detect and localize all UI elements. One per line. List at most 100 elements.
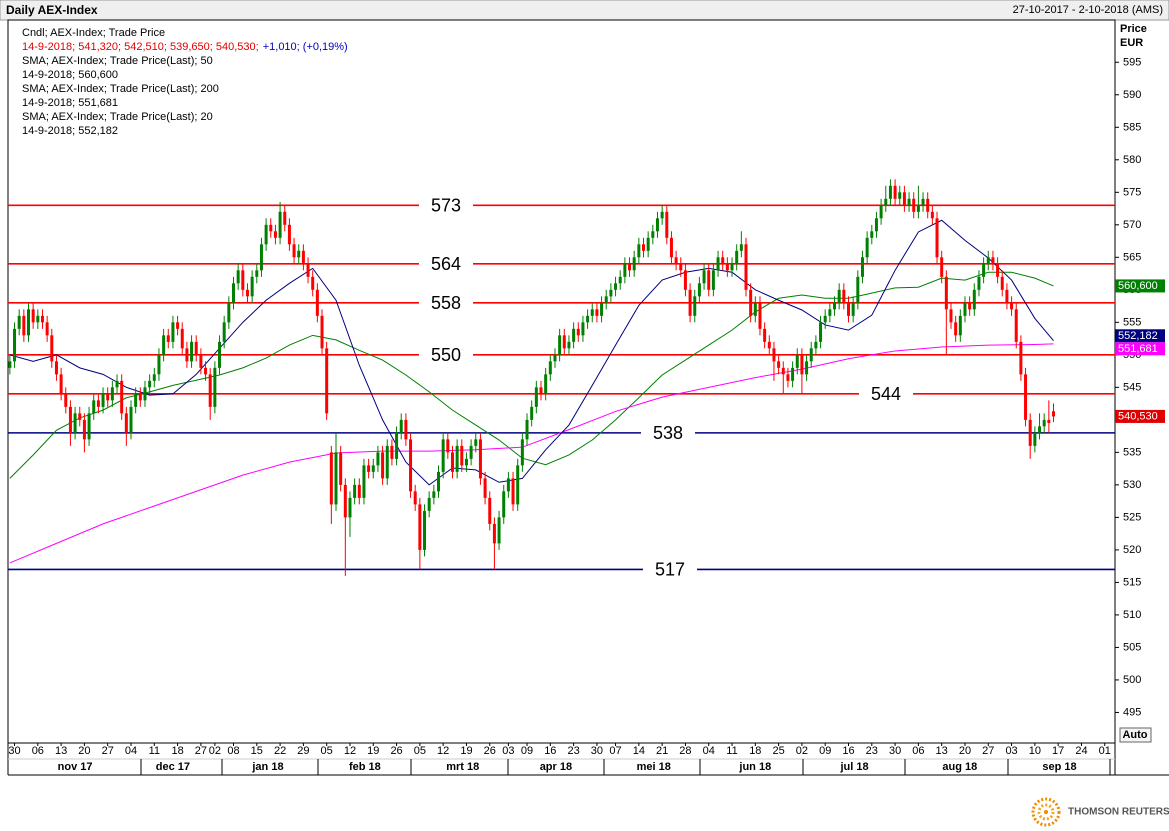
- x-tick-label: 16: [842, 745, 854, 757]
- candle-body: [893, 185, 897, 199]
- candle-body: [8, 361, 12, 368]
- candle-body: [693, 296, 697, 316]
- candle-body: [828, 309, 832, 316]
- candle-body: [320, 315, 324, 349]
- candle-body: [418, 504, 422, 550]
- candle-body: [152, 374, 156, 381]
- candle-body: [637, 244, 641, 258]
- candle-body: [325, 348, 329, 414]
- candle-body: [390, 445, 394, 459]
- y-axis-label: Price: [1120, 23, 1147, 35]
- candle-body: [1005, 289, 1009, 303]
- month-label: dec 17: [156, 761, 190, 773]
- level-label: 564: [431, 254, 461, 274]
- month-label: feb 18: [349, 761, 381, 773]
- candle-body: [819, 322, 823, 342]
- candle-body: [730, 263, 734, 271]
- x-tick-label: 30: [591, 745, 603, 757]
- candle-body: [213, 367, 217, 407]
- candle-body: [59, 374, 63, 394]
- month-label: jun 18: [738, 761, 771, 773]
- candle-body: [888, 185, 892, 199]
- candle-body: [516, 465, 520, 505]
- candle-body: [520, 439, 524, 466]
- candle-body: [669, 237, 673, 258]
- x-tick-label: 04: [125, 745, 137, 757]
- candle-body: [343, 484, 347, 518]
- candle-body: [1042, 419, 1046, 427]
- last-value-label: 560,600: [1118, 280, 1158, 292]
- x-tick-label: 15: [251, 745, 263, 757]
- x-tick-label: 13: [936, 745, 948, 757]
- y-tick-label: 565: [1123, 251, 1141, 263]
- candle-body: [129, 406, 133, 433]
- y-tick-label: 510: [1123, 609, 1141, 621]
- candle-body: [269, 224, 273, 232]
- candle-body: [697, 283, 701, 297]
- candle-body: [1047, 419, 1051, 423]
- last-value-label: 551,681: [1118, 343, 1158, 355]
- legend-value: 14-9-2018; 552,182: [22, 125, 118, 137]
- x-tick-label: 27: [982, 745, 994, 757]
- legend-value: 14-9-2018; 560,600: [22, 69, 118, 81]
- title-bar: [0, 0, 1169, 21]
- y-tick-label: 515: [1123, 576, 1141, 588]
- auto-button-label[interactable]: Auto: [1122, 729, 1147, 741]
- candle-body: [245, 289, 249, 297]
- x-tick-label: 03: [1005, 745, 1017, 757]
- candle-body: [623, 263, 627, 277]
- x-tick-label: 17: [1052, 745, 1064, 757]
- candle-body: [124, 413, 128, 433]
- x-tick-label: 12: [344, 745, 356, 757]
- candle-body: [930, 211, 934, 219]
- candle-body: [176, 322, 180, 329]
- x-tick-label: 02: [209, 745, 221, 757]
- sma-line: [9, 271, 1054, 479]
- candle-body: [222, 322, 226, 342]
- candle-body: [87, 413, 91, 440]
- candle-body: [120, 380, 124, 414]
- candle-body: [600, 302, 604, 316]
- candle-body: [586, 315, 590, 323]
- candle-body: [907, 198, 911, 206]
- candle-body: [739, 244, 743, 251]
- candle-body: [446, 439, 450, 453]
- x-tick-label: 11: [149, 745, 160, 757]
- plot-frame: [7, 19, 1116, 744]
- auto-button[interactable]: [1119, 727, 1152, 743]
- x-tick-label: 09: [521, 745, 533, 757]
- candle-body: [972, 289, 976, 310]
- candle-body: [259, 244, 263, 271]
- x-tick-label: 23: [866, 745, 878, 757]
- candle-body: [255, 270, 259, 277]
- candle-body: [744, 244, 748, 290]
- candle-body: [982, 263, 986, 277]
- legend-entry: SMA; AEX-Index; Trade Price(Last); 200: [22, 83, 219, 95]
- x-tick-label: 30: [889, 745, 901, 757]
- candle-body: [329, 452, 333, 505]
- level-label-bg: [858, 383, 914, 404]
- candle-body: [530, 406, 534, 420]
- x-tick-label: 05: [321, 745, 333, 757]
- candle-body: [50, 335, 54, 362]
- month-label: mrt 18: [446, 761, 479, 773]
- candle-body: [534, 387, 538, 407]
- candle-body: [474, 439, 478, 446]
- candle-body: [1038, 426, 1042, 433]
- candle-body: [204, 367, 208, 375]
- candle-body: [31, 309, 35, 323]
- candle-body: [870, 231, 874, 238]
- y-axis-unit: EUR: [1120, 37, 1143, 49]
- last-value-box: [1115, 329, 1165, 343]
- candle-body: [791, 367, 795, 381]
- candle-body: [497, 517, 501, 544]
- candle-body: [847, 302, 850, 316]
- candle-body: [371, 465, 375, 472]
- candle-body: [921, 198, 925, 206]
- x-tick-label: 06: [912, 745, 924, 757]
- level-label: 538: [653, 423, 683, 443]
- candle-body: [567, 341, 571, 349]
- candle-body: [492, 523, 496, 544]
- candle-body: [553, 354, 557, 362]
- candle-body: [576, 328, 580, 336]
